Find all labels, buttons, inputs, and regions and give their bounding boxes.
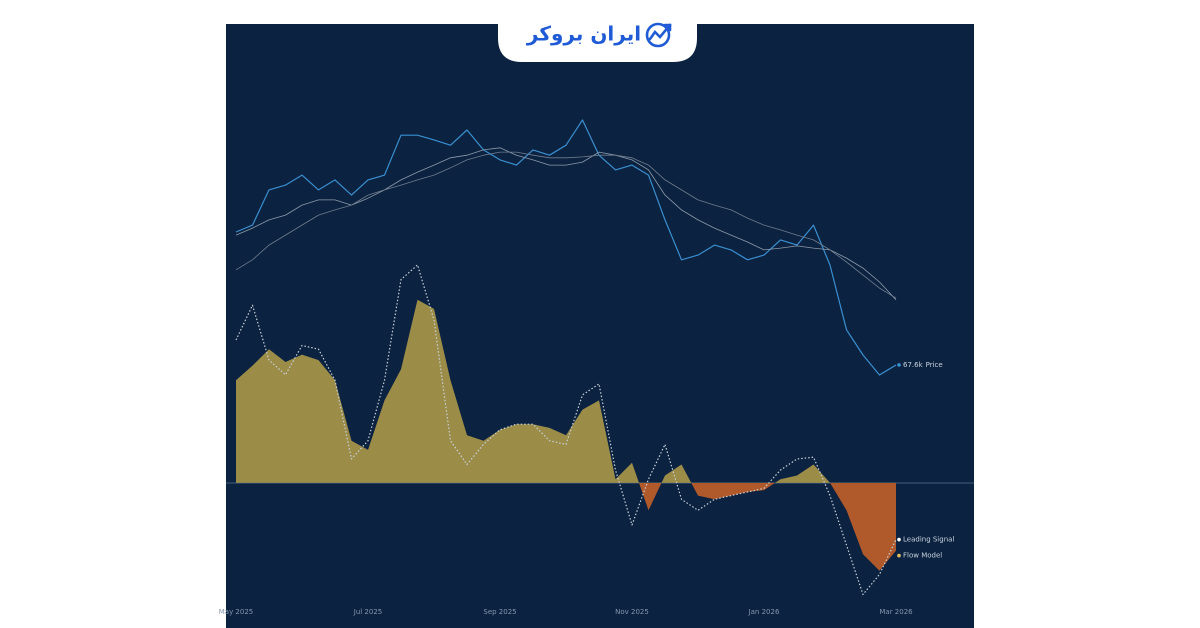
moving-average-line bbox=[235, 151, 897, 299]
series-line bbox=[235, 119, 897, 376]
logo-tab bbox=[498, 0, 697, 62]
series-line bbox=[235, 264, 897, 596]
legend-label: Flow Model bbox=[903, 552, 942, 560]
end-dot bbox=[897, 537, 901, 542]
legend-label: Price bbox=[926, 361, 943, 369]
end-dot bbox=[897, 553, 901, 558]
flow-area bbox=[236, 299, 896, 571]
logo-icon bbox=[645, 22, 672, 48]
moving-average-line bbox=[235, 147, 897, 301]
end-value-label: 67.6k bbox=[903, 361, 924, 369]
logo-text: ایران بروکر bbox=[526, 22, 641, 46]
chart-panel bbox=[226, 24, 974, 628]
x-tick-label: Sep 2025 bbox=[483, 608, 516, 616]
x-tick-label: Jan 2026 bbox=[748, 608, 780, 616]
end-dot bbox=[897, 363, 901, 367]
x-tick-label: Mar 2026 bbox=[879, 608, 913, 616]
x-tick-label: May 2025 bbox=[219, 608, 254, 616]
legend-label: Leading Signal bbox=[903, 536, 954, 544]
x-tick-label: Jul 2025 bbox=[353, 608, 383, 616]
x-tick-label: Nov 2025 bbox=[615, 608, 649, 616]
